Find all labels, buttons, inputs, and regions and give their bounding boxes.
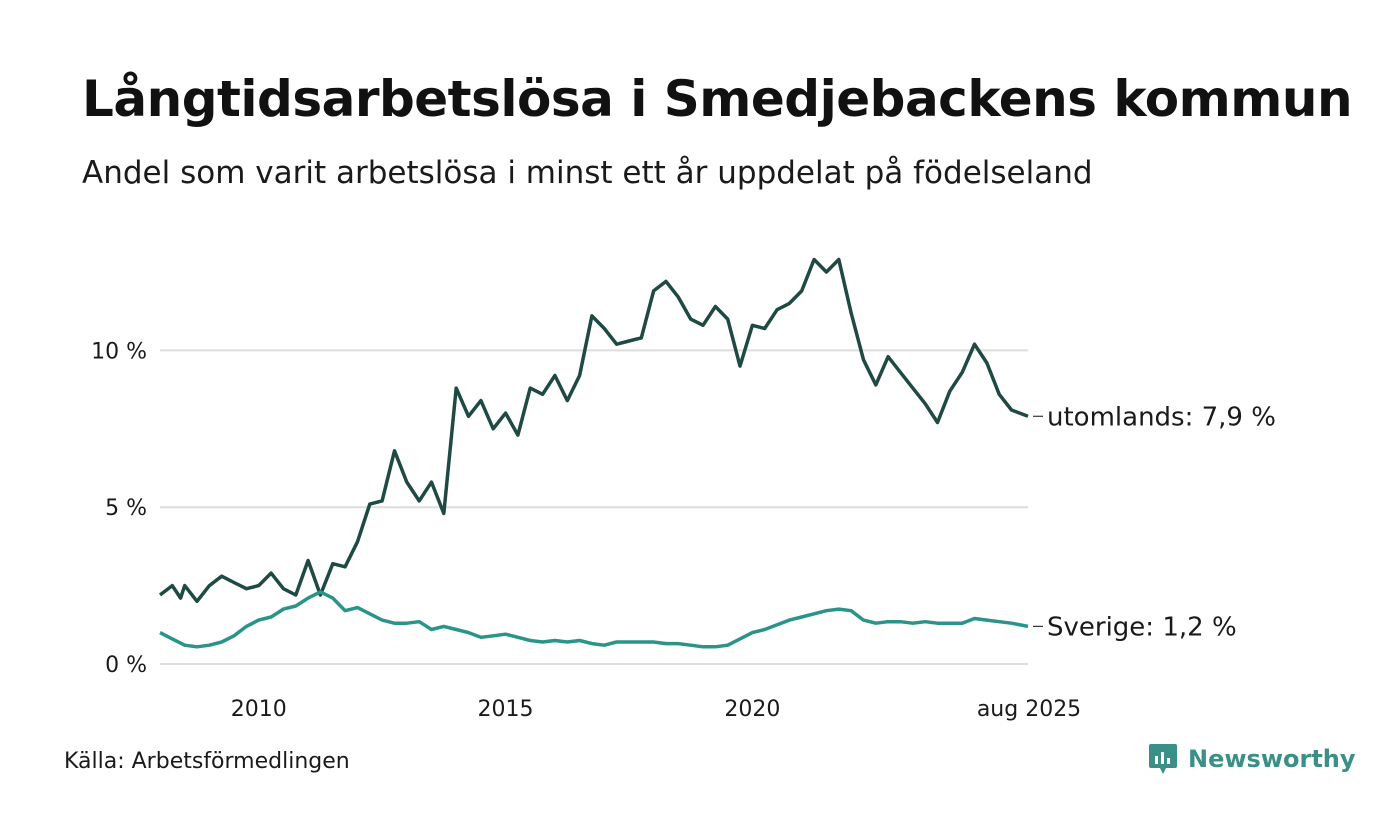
end-label-sverige: Sverige: 1,2 % [1047, 612, 1237, 642]
series-lines [158, 257, 1029, 649]
newsworthy-logo: Newsworthy [1148, 742, 1356, 776]
y-tick-label: 10 % [91, 339, 147, 364]
newsworthy-icon [1149, 744, 1177, 774]
source-note: Källa: Arbetsförmedlingen [64, 749, 350, 774]
chart-subtitle: Andel som varit arbetslösa i minst ett å… [82, 155, 1093, 191]
series-line-sverige [159, 590, 1029, 649]
x-axis: 2010 2015 2020 aug 2025 [231, 697, 1081, 722]
grid [160, 349, 1028, 665]
x-tick-label: 2010 [231, 697, 287, 722]
end-label-utomlands: utomlands: 7,9 % [1047, 402, 1276, 432]
x-tick-label-end: aug 2025 [977, 697, 1081, 722]
brand-name: Newsworthy [1188, 745, 1356, 773]
series-line-utomlands [158, 257, 1029, 604]
y-tick-label: 5 % [105, 496, 147, 521]
x-tick-label: 2015 [478, 697, 534, 722]
end-labels: utomlands: 7,9 % Sverige: 1,2 % [1033, 402, 1276, 642]
y-axis: 0 % 5 % 10 % [91, 339, 147, 678]
y-tick-label: 0 % [105, 653, 147, 678]
x-tick-label: 2020 [724, 697, 780, 722]
chart-title: Långtidsarbetslösa i Smedjebackens kommu… [82, 70, 1353, 128]
